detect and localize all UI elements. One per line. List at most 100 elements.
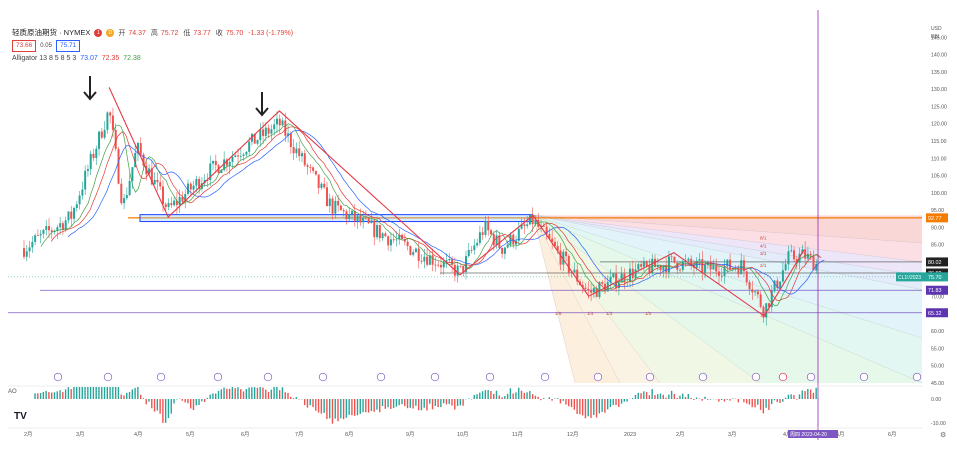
y-tick-label: 60.00	[931, 329, 944, 335]
candle-body	[646, 261, 648, 266]
ao-bar	[43, 392, 44, 399]
event-marker-icon[interactable]	[54, 373, 62, 381]
candle-body	[76, 204, 78, 208]
open-label: 开	[118, 30, 125, 37]
candle-body	[245, 152, 247, 155]
ao-bar	[551, 399, 552, 401]
ao-bar	[232, 387, 233, 399]
event-marker-icon[interactable]	[752, 373, 760, 381]
ao-bar	[404, 399, 405, 406]
event-marker-icon[interactable]	[913, 373, 921, 381]
candle-body	[98, 132, 100, 149]
candle-body	[343, 210, 345, 211]
ao-bar	[690, 398, 691, 399]
event-marker-icon[interactable]	[157, 373, 165, 381]
ao-bar	[279, 390, 280, 399]
ao-bar	[760, 399, 761, 410]
high-value: 75.72	[161, 30, 179, 37]
candle-body	[437, 265, 439, 266]
candle-body	[434, 265, 436, 266]
ao-bar	[396, 399, 397, 407]
ao-bar	[512, 393, 513, 399]
ao-bar	[159, 399, 160, 414]
event-marker-icon[interactable]	[431, 373, 439, 381]
candle-body	[804, 249, 806, 258]
ao-bar	[321, 399, 322, 414]
ao-bar	[168, 399, 169, 418]
candle-body	[95, 149, 97, 158]
event-marker-icon[interactable]	[214, 373, 222, 381]
event-marker-icon[interactable]	[264, 373, 272, 381]
event-marker-icon[interactable]	[594, 373, 602, 381]
candle-body	[793, 250, 795, 259]
ao-bar	[343, 399, 344, 419]
ao-bar	[579, 399, 580, 414]
ao-bar	[802, 390, 803, 399]
ao-bar	[560, 399, 561, 403]
ao-bar	[499, 395, 500, 399]
event-marker-icon[interactable]	[646, 373, 654, 381]
y-tick-label: 105.00	[931, 174, 947, 180]
candle-body	[120, 184, 122, 204]
candle-body	[612, 273, 614, 277]
candle-body	[37, 235, 39, 236]
settings-gear-icon[interactable]: ⚙	[940, 431, 946, 439]
ao-bar	[393, 399, 394, 408]
ao-bar	[729, 399, 730, 401]
ao-bar	[440, 399, 441, 407]
support-zone-box	[140, 215, 532, 222]
candle-body	[295, 148, 297, 153]
ao-bar	[45, 391, 46, 399]
candle-body	[418, 249, 420, 261]
y-tick-label: 95.00	[931, 208, 944, 214]
ao-bar	[543, 398, 544, 399]
ao-bar	[98, 387, 99, 399]
event-marker-icon[interactable]	[377, 373, 385, 381]
candle-body	[423, 257, 425, 262]
ao-bar	[626, 399, 627, 402]
event-marker-icon[interactable]	[860, 373, 868, 381]
x-tick-label: 7月	[295, 431, 303, 438]
ao-bar	[204, 399, 205, 402]
event-marker-icon[interactable]	[319, 373, 327, 381]
symbol-title[interactable]: 轻质原油期货 · NYMEX	[12, 27, 90, 38]
event-marker-icon[interactable]	[486, 373, 494, 381]
ask-button[interactable]: 75.71	[56, 40, 80, 52]
candle-body	[476, 243, 478, 245]
bid-button[interactable]: 73.66	[12, 40, 36, 52]
ao-bar	[426, 399, 427, 411]
candle-body	[487, 221, 489, 230]
candle-body	[123, 198, 125, 203]
price-tag: 71.83	[928, 288, 942, 294]
ao-bar	[137, 387, 138, 399]
ao-bar	[182, 399, 183, 401]
y-tick-label: 55.00	[931, 346, 944, 352]
candle-body	[126, 195, 128, 198]
event-marker-icon[interactable]	[779, 373, 787, 381]
ao-bar	[779, 399, 780, 403]
ao-bar	[501, 397, 502, 399]
y-tick-label: 140.00	[931, 53, 947, 59]
event-marker-icon[interactable]	[807, 373, 815, 381]
indicator-name[interactable]: Alligator 13 8 5 8 5 3	[12, 55, 76, 62]
price-tag: 65.32	[928, 311, 942, 317]
ao-bar	[385, 399, 386, 409]
event-marker-icon[interactable]	[541, 373, 549, 381]
x-tick-label: 11月	[512, 431, 523, 438]
ao-bar	[549, 397, 550, 399]
ao-pane-label: AO	[8, 389, 17, 395]
candle-body	[807, 254, 809, 259]
event-marker-icon[interactable]	[104, 373, 112, 381]
candle-body	[298, 148, 300, 156]
ao-bar	[415, 399, 416, 406]
x-tick-label: 9月	[406, 431, 414, 438]
candle-body	[323, 184, 325, 188]
candle-body	[393, 239, 395, 240]
ao-bar	[451, 399, 452, 406]
ao-bar	[207, 398, 208, 399]
x-tick-label: 2月	[24, 431, 32, 438]
x-tick-label: 3月	[76, 431, 84, 438]
event-marker-icon[interactable]	[699, 373, 707, 381]
